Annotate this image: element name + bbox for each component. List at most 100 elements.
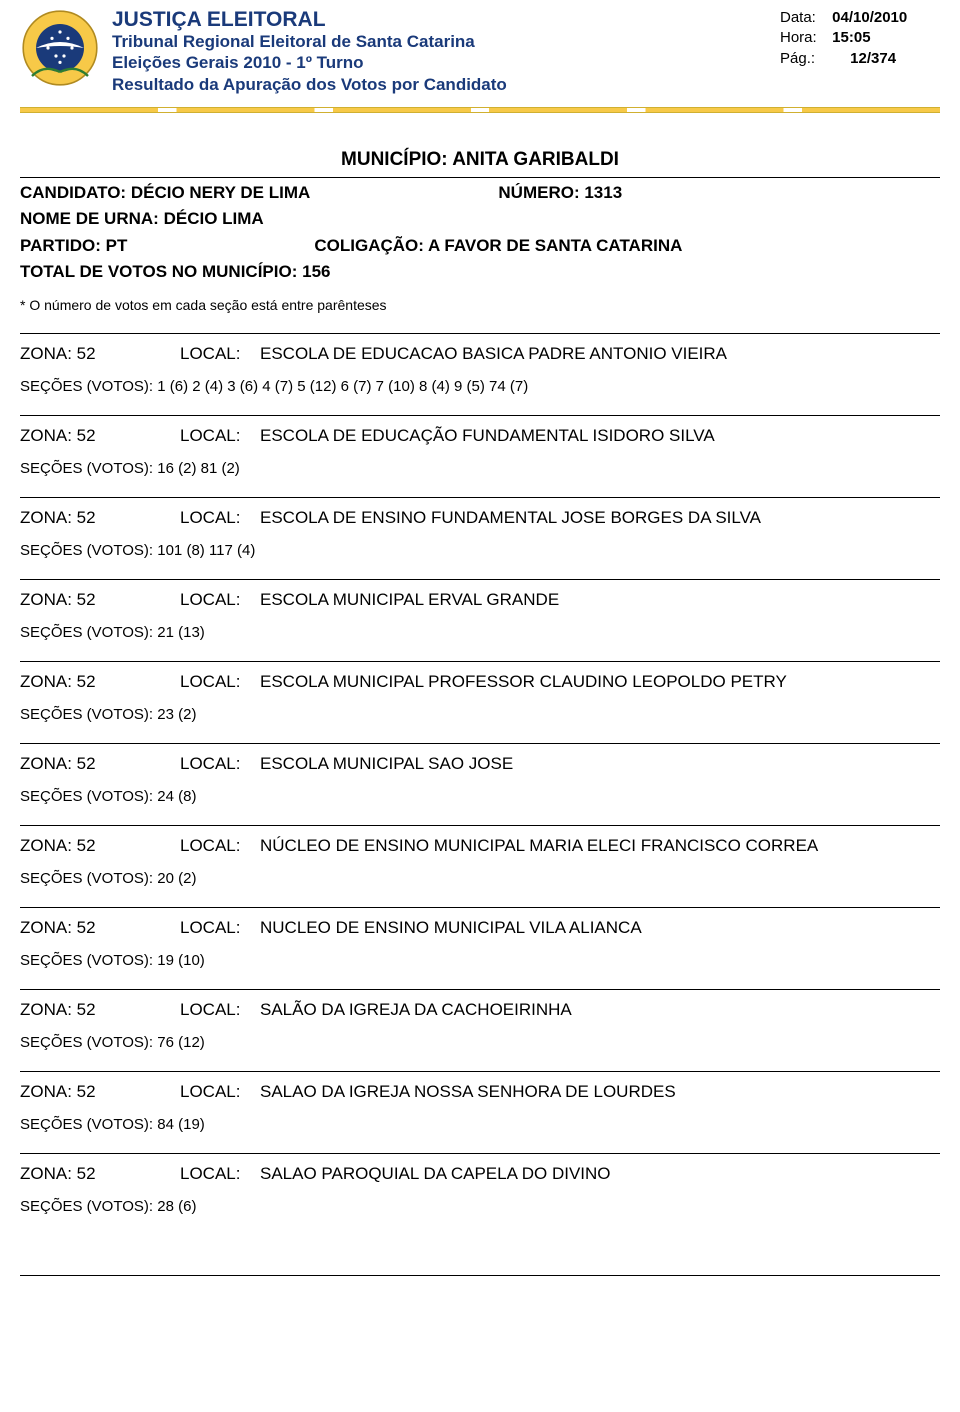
zona-cell: ZONA: 52: [20, 1164, 180, 1184]
local-value: SALÃO DA IGREJA DA CACHOEIRINHA: [260, 1000, 940, 1020]
local-value: NÚCLEO DE ENSINO MUNICIPAL MARIA ELECI F…: [260, 836, 940, 856]
zone-block: ZONA: 52LOCAL:ESCOLA DE ENSINO FUNDAMENT…: [20, 497, 940, 579]
meta-page-value: 12/374: [850, 50, 896, 67]
header-title: JUSTIÇA ELEITORAL: [112, 8, 780, 31]
zona-cell: ZONA: 52: [20, 672, 180, 692]
footnote: * O número de votos em cada seção está e…: [20, 295, 940, 317]
local-value: ESCOLA MUNICIPAL SAO JOSE: [260, 754, 940, 774]
zone-block: ZONA: 52LOCAL:ESCOLA MUNICIPAL ERVAL GRA…: [20, 579, 940, 661]
local-label: LOCAL:: [180, 1000, 260, 1020]
header-line2: Tribunal Regional Eleitoral de Santa Cat…: [112, 31, 780, 52]
zone-header: ZONA: 52LOCAL:ESCOLA MUNICIPAL PROFESSOR…: [20, 672, 940, 692]
local-value: ESCOLA MUNICIPAL ERVAL GRANDE: [260, 590, 940, 610]
local-value: ESCOLA DE EDUCAÇÃO FUNDAMENTAL ISIDORO S…: [260, 426, 940, 446]
zone-block: ZONA: 52LOCAL:ESCOLA MUNICIPAL SAO JOSE S…: [20, 743, 940, 825]
zone-votes: SEÇÕES (VOTOS): 19 (10): [20, 952, 940, 969]
local-value: ESCOLA MUNICIPAL PROFESSOR CLAUDINO LEOP…: [260, 672, 940, 692]
local-label: LOCAL:: [180, 426, 260, 446]
row-urna: NOME DE URNA: DÉCIO LIMA: [20, 206, 940, 232]
zone-header: ZONA: 52LOCAL:NÚCLEO DE ENSINO MUNICIPAL…: [20, 836, 940, 856]
header-meta: Data: 04/10/2010 Hora: 15:05 Pág.: 12/37…: [780, 8, 940, 69]
zone-votes: SEÇÕES (VOTOS): 28 (6): [20, 1198, 940, 1215]
candidato-value: DÉCIO NERY DE LIMA: [131, 183, 310, 202]
zona-cell: ZONA: 52: [20, 344, 180, 364]
zone-header: ZONA: 52LOCAL:SALAO DA IGREJA NOSSA SENH…: [20, 1082, 940, 1102]
municipio-title: MUNICÍPIO: ANITA GARIBALDI: [20, 149, 940, 171]
zone-votes: SEÇÕES (VOTOS): 84 (19): [20, 1116, 940, 1133]
row-partido: PARTIDO: PT COLIGAÇÃO: A FAVOR DE SANTA …: [20, 233, 940, 259]
zone-header: ZONA: 52LOCAL:ESCOLA DE ENSINO FUNDAMENT…: [20, 508, 940, 528]
zone-block: ZONA: 52LOCAL:ESCOLA DE EDUCACAO BASICA …: [20, 333, 940, 415]
numero-label: NÚMERO:: [498, 183, 579, 202]
zone-votes: SEÇÕES (VOTOS): 1 (6) 2 (4) 3 (6) 4 (7) …: [20, 378, 940, 395]
colig-value: A FAVOR DE SANTA CATARINA: [428, 236, 682, 255]
local-label: LOCAL:: [180, 508, 260, 528]
local-label: LOCAL:: [180, 836, 260, 856]
meta-date-value: 04/10/2010: [832, 9, 907, 26]
zone-block: ZONA: 52LOCAL:NÚCLEO DE ENSINO MUNICIPAL…: [20, 825, 940, 907]
page-container: JUSTIÇA ELEITORAL Tribunal Regional Elei…: [0, 0, 960, 1296]
candidato-label: CANDIDATO:: [20, 183, 126, 202]
total-label: TOTAL DE VOTOS NO MUNICÍPIO:: [20, 262, 297, 281]
local-value: ESCOLA DE EDUCACAO BASICA PADRE ANTONIO …: [260, 344, 940, 364]
total-value: 156: [302, 262, 330, 281]
zone-votes: SEÇÕES (VOTOS): 76 (12): [20, 1034, 940, 1051]
meta-page-row: Pág.: 12/374: [780, 49, 940, 69]
zone-votes: SEÇÕES (VOTOS): 101 (8) 117 (4): [20, 542, 940, 559]
zona-cell: ZONA: 52: [20, 1082, 180, 1102]
zone-block: ZONA: 52LOCAL:ESCOLA DE EDUCAÇÃO FUNDAME…: [20, 415, 940, 497]
zona-cell: ZONA: 52: [20, 918, 180, 938]
local-label: LOCAL:: [180, 918, 260, 938]
zone-votes: SEÇÕES (VOTOS): 16 (2) 81 (2): [20, 460, 940, 477]
local-label: LOCAL:: [180, 344, 260, 364]
partido-value: PT: [106, 236, 128, 255]
numero-value: 1313: [584, 183, 622, 202]
urna-label: NOME DE URNA:: [20, 209, 159, 228]
zone-votes: SEÇÕES (VOTOS): 20 (2): [20, 870, 940, 887]
zone-votes: SEÇÕES (VOTOS): 24 (8): [20, 788, 940, 805]
zone-block: ZONA: 52LOCAL:ESCOLA MUNICIPAL PROFESSOR…: [20, 661, 940, 743]
zona-cell: ZONA: 52: [20, 836, 180, 856]
zone-header: ZONA: 52LOCAL:SALAO PAROQUIAL DA CAPELA …: [20, 1164, 940, 1184]
meta-time-label: Hora:: [780, 28, 828, 48]
local-label: LOCAL:: [180, 672, 260, 692]
zone-block: ZONA: 52LOCAL:SALAO PAROQUIAL DA CAPELA …: [20, 1153, 940, 1235]
zone-votes: SEÇÕES (VOTOS): 23 (2): [20, 706, 940, 723]
zone-header: ZONA: 52LOCAL:ESCOLA DE EDUCAÇÃO FUNDAME…: [20, 426, 940, 446]
municipio-value: ANITA GARIBALDI: [452, 149, 619, 170]
local-value: NUCLEO DE ENSINO MUNICIPAL VILA ALIANCA: [260, 918, 940, 938]
zona-cell: ZONA: 52: [20, 508, 180, 528]
zones-container: ZONA: 52LOCAL:ESCOLA DE EDUCACAO BASICA …: [20, 333, 940, 1235]
zona-cell: ZONA: 52: [20, 754, 180, 774]
zone-header: ZONA: 52LOCAL:ESCOLA MUNICIPAL SAO JOSE: [20, 754, 940, 774]
colig-label: COLIGAÇÃO:: [314, 236, 424, 255]
zone-header: ZONA: 52LOCAL:ESCOLA DE EDUCACAO BASICA …: [20, 344, 940, 364]
local-label: LOCAL:: [180, 754, 260, 774]
local-label: LOCAL:: [180, 1082, 260, 1102]
header-text-block: JUSTIÇA ELEITORAL Tribunal Regional Elei…: [112, 8, 780, 95]
meta-date-row: Data: 04/10/2010: [780, 8, 940, 28]
page-header: JUSTIÇA ELEITORAL Tribunal Regional Elei…: [20, 0, 940, 103]
meta-time-row: Hora: 15:05: [780, 28, 940, 48]
header-line4: Resultado da Apuração dos Votos por Cand…: [112, 74, 780, 95]
zone-header: ZONA: 52LOCAL:NUCLEO DE ENSINO MUNICIPAL…: [20, 918, 940, 938]
candidate-info: CANDIDATO: DÉCIO NERY DE LIMA NÚMERO: 13…: [20, 177, 940, 317]
bottom-rule: [20, 1275, 940, 1276]
zone-header: ZONA: 52LOCAL:SALÃO DA IGREJA DA CACHOEI…: [20, 1000, 940, 1020]
zona-cell: ZONA: 52: [20, 426, 180, 446]
local-value: SALAO PAROQUIAL DA CAPELA DO DIVINO: [260, 1164, 940, 1184]
partido-label: PARTIDO:: [20, 236, 101, 255]
header-line3: Eleições Gerais 2010 - 1º Turno: [112, 52, 780, 73]
zone-header: ZONA: 52LOCAL:ESCOLA MUNICIPAL ERVAL GRA…: [20, 590, 940, 610]
meta-date-label: Data:: [780, 8, 828, 28]
local-value: ESCOLA DE ENSINO FUNDAMENTAL JOSE BORGES…: [260, 508, 940, 528]
zone-block: ZONA: 52LOCAL:NUCLEO DE ENSINO MUNICIPAL…: [20, 907, 940, 989]
local-label: LOCAL:: [180, 1164, 260, 1184]
zone-votes: SEÇÕES (VOTOS): 21 (13): [20, 624, 940, 641]
content-area: MUNICÍPIO: ANITA GARIBALDI CANDIDATO: DÉ…: [20, 113, 940, 1276]
zone-block: ZONA: 52LOCAL:SALÃO DA IGREJA DA CACHOEI…: [20, 989, 940, 1071]
local-value: SALAO DA IGREJA NOSSA SENHORA DE LOURDES: [260, 1082, 940, 1102]
court-logo: [20, 8, 100, 88]
meta-page-label: Pág.:: [780, 49, 828, 69]
urna-value: DÉCIO LIMA: [164, 209, 264, 228]
